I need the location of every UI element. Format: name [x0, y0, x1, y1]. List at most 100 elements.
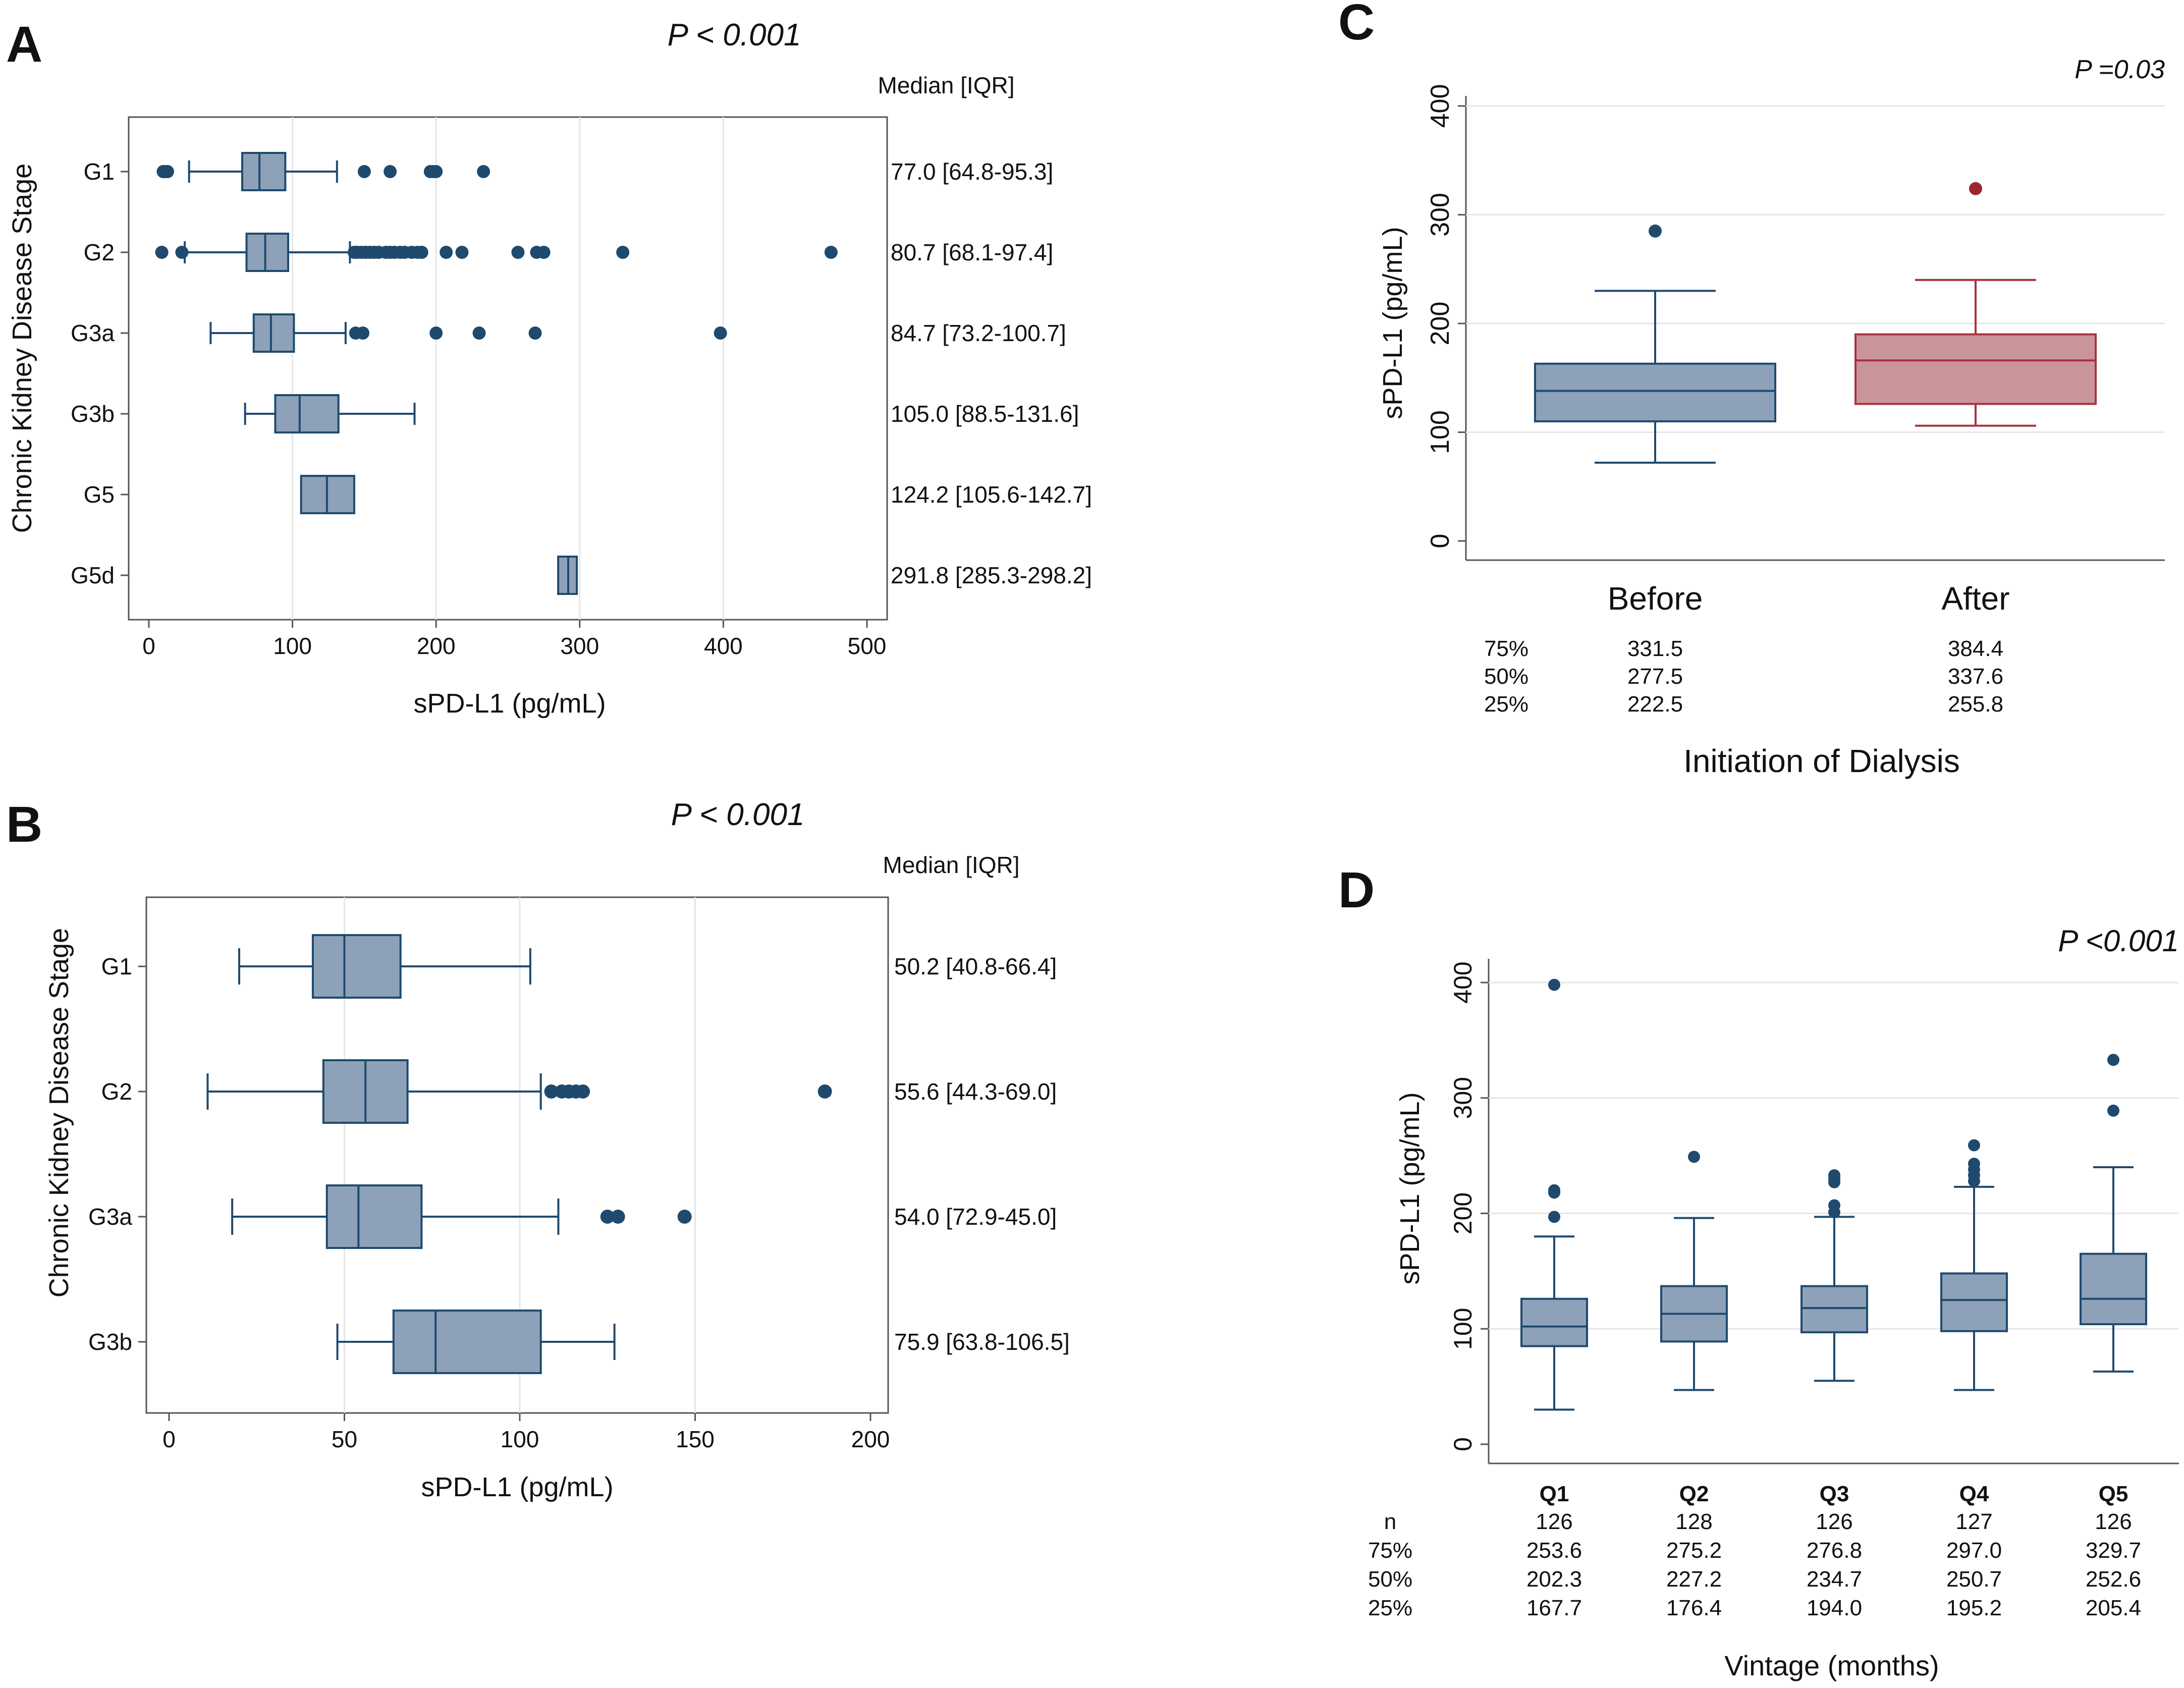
- outlier-point: [175, 246, 189, 259]
- outlier-point: [677, 1210, 692, 1224]
- box-iqr: [311, 934, 402, 999]
- panel-b-p-value: P < 0.001: [671, 797, 805, 832]
- table-row-label: 75%: [1368, 1538, 1412, 1563]
- y-tick-label: 0: [1426, 534, 1455, 549]
- box-iqr: [1854, 333, 2097, 405]
- box-iqr: [392, 1310, 542, 1374]
- panel-b-table-header: Median [IQR]: [883, 852, 1020, 878]
- x-tick-label: 150: [676, 1426, 715, 1452]
- panel-c: C P =0.03 Initiation of Dialysis sPD-L1 …: [1338, 0, 2165, 779]
- outlier-point: [824, 246, 838, 259]
- x-tick-label: 0: [162, 1426, 176, 1452]
- box-iqr: [1940, 1272, 2008, 1332]
- table-cell: 127: [1955, 1509, 1992, 1534]
- table-cell: 384.4: [1948, 636, 2003, 661]
- table-row-label: 25%: [1484, 692, 1528, 717]
- panel-a-p-value: P < 0.001: [668, 18, 801, 52]
- box-iqr: [252, 313, 295, 353]
- table-cell: 176.4: [1666, 1596, 1722, 1620]
- panel-c-x-axis-title: Initiation of Dialysis: [1683, 743, 1960, 779]
- median-iqr-text: 54.0 [72.9-45.0]: [894, 1204, 1057, 1230]
- outlier-point: [472, 326, 486, 340]
- median-iqr-text: 291.8 [285.3-298.2]: [891, 562, 1092, 588]
- table-cell: 275.2: [1666, 1538, 1722, 1563]
- panel-a-label: A: [6, 16, 42, 73]
- outlier-point: [2107, 1054, 2119, 1066]
- table-row-label: 25%: [1368, 1596, 1412, 1620]
- outlier-point: [1548, 1211, 1560, 1223]
- table-row-label: 50%: [1484, 664, 1528, 689]
- outlier-point: [1688, 1151, 1700, 1163]
- panel-c-plot: 0 100 200 300 400 Before 331.5 277.5 222.5 After 3…: [1426, 84, 2165, 717]
- table-cell: 194.0: [1807, 1596, 1862, 1620]
- outlier-point: [1968, 1139, 1980, 1152]
- x-tick-label: 50: [332, 1426, 357, 1452]
- panel-b: B P < 0.001 Median [IQR] sPD-L1 (pg/mL) …: [6, 796, 1070, 1502]
- outlier-point: [356, 326, 370, 340]
- outlier-point: [429, 326, 443, 340]
- table-cell: 331.5: [1627, 636, 1683, 661]
- box-iqr: [2080, 1253, 2147, 1326]
- box-iqr: [1520, 1297, 1588, 1347]
- x-category-label: Q4: [1959, 1482, 1989, 1506]
- median-iqr-text: 77.0 [64.8-95.3]: [891, 158, 1053, 185]
- outlier-point: [537, 246, 551, 259]
- y-tick-label: G1: [101, 953, 132, 979]
- panel-c-label: C: [1338, 0, 1375, 50]
- panel-d: D P <0.001 Vintage (months) sPD-L1 (pg/m…: [1338, 862, 2179, 1681]
- outlier-point: [576, 1084, 590, 1099]
- table-cell: 205.4: [2086, 1596, 2141, 1620]
- x-tick-label: 500: [848, 633, 887, 659]
- panel-c-p-value: P =0.03: [2074, 55, 2165, 84]
- table-cell: 126: [2095, 1509, 2132, 1534]
- median-iqr-text: 124.2 [105.6-142.7]: [891, 481, 1092, 508]
- outlier-point: [1548, 978, 1560, 991]
- x-tick-label: 100: [501, 1426, 539, 1452]
- y-tick-label: G5: [84, 481, 115, 508]
- panel-d-p-value: P <0.001: [2058, 924, 2179, 958]
- y-tick-label: G2: [101, 1078, 132, 1105]
- y-tick-label: G1: [84, 158, 115, 185]
- median-iqr-text: 80.7 [68.1-97.4]: [891, 239, 1053, 265]
- panel-d-x-axis-title: Vintage (months): [1724, 1650, 1939, 1681]
- x-tick-label: 0: [142, 633, 155, 659]
- plot-frame: [128, 116, 888, 621]
- outlier-point: [544, 1084, 559, 1099]
- panel-a-table-header: Median [IQR]: [878, 72, 1015, 98]
- median-iqr-text: 105.0 [88.5-131.6]: [891, 401, 1079, 427]
- y-tick-label: 100: [1426, 410, 1455, 454]
- panel-a-x-axis-title: sPD-L1 (pg/mL): [413, 688, 606, 719]
- panel-a-plot: 0 100 200 300 400 500 G1 77.0 [64.8-95.3] G2 80.7…: [71, 116, 1092, 659]
- outlier-point: [384, 165, 397, 178]
- outlier-point: [357, 165, 371, 178]
- panel-b-x-axis-title: sPD-L1 (pg/mL): [421, 1472, 613, 1502]
- box-iqr: [1800, 1285, 1868, 1334]
- outlier-point: [477, 165, 490, 178]
- table-row-label: 50%: [1368, 1567, 1412, 1592]
- y-tick-label: 300: [1426, 193, 1455, 237]
- table-cell: 195.2: [1946, 1596, 2002, 1620]
- outlier-point: [511, 246, 525, 259]
- x-category-label: Before: [1608, 580, 1703, 617]
- box-iqr: [1534, 362, 1776, 422]
- x-tick-label: 100: [273, 633, 312, 659]
- table-row-label: n: [1384, 1509, 1396, 1534]
- outlier-point: [714, 326, 727, 340]
- y-tick-label: 200: [1426, 302, 1455, 346]
- table-cell: 337.6: [1948, 664, 2003, 689]
- y-tick-label: 400: [1426, 84, 1455, 128]
- x-tick-label: 200: [851, 1426, 890, 1452]
- x-category-label: Q3: [1820, 1482, 1849, 1506]
- x-category-label: After: [1941, 580, 2009, 617]
- panel-a-y-axis-title: Chronic Kidney Disease Stage: [7, 164, 37, 533]
- outlier-point: [2107, 1104, 2119, 1117]
- outlier-point: [1969, 182, 1982, 195]
- y-tick-label: G5d: [71, 562, 115, 588]
- panel-b-label: B: [6, 796, 42, 853]
- panel-d-plot: 0 100 200 300 400 Q1 126 253.6 202.3 167.7 Q2 128 27…: [1368, 959, 2179, 1620]
- outlier-point: [1649, 224, 1662, 238]
- table-cell: 222.5: [1627, 692, 1683, 717]
- y-tick-label: 100: [1449, 1308, 1477, 1350]
